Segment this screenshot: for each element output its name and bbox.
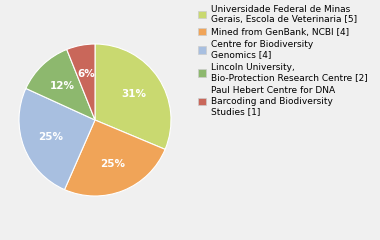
Text: 31%: 31% [122, 89, 147, 99]
Wedge shape [67, 44, 95, 120]
Wedge shape [26, 49, 95, 120]
Wedge shape [19, 88, 95, 190]
Text: 6%: 6% [77, 69, 95, 79]
Text: 12%: 12% [50, 81, 75, 91]
Text: 25%: 25% [38, 132, 63, 142]
Legend: Universidade Federal de Minas
Gerais, Escola de Veterinaria [5], Mined from GenB: Universidade Federal de Minas Gerais, Es… [198, 5, 368, 116]
Text: 25%: 25% [100, 159, 125, 169]
Wedge shape [95, 44, 171, 149]
Wedge shape [65, 120, 165, 196]
